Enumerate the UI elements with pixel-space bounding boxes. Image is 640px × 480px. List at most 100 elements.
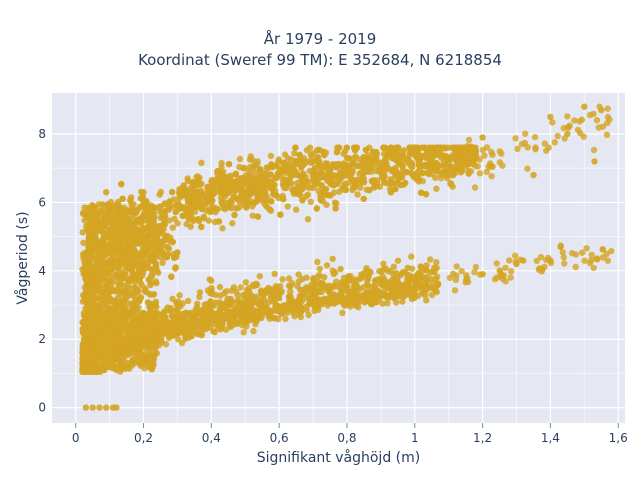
data-point	[411, 144, 418, 151]
data-point	[366, 157, 374, 165]
data-point	[270, 191, 277, 198]
data-point	[120, 230, 128, 237]
data-point	[294, 179, 301, 187]
data-point	[284, 167, 291, 174]
data-point	[159, 221, 167, 228]
data-point	[80, 319, 87, 327]
data-point	[123, 308, 130, 315]
data-point	[315, 146, 323, 153]
data-point	[406, 149, 414, 157]
data-point	[274, 170, 282, 177]
data-point	[376, 295, 383, 302]
data-point	[250, 169, 258, 176]
data-point	[132, 346, 139, 353]
data-point	[603, 131, 611, 138]
data-point	[561, 260, 568, 267]
data-point	[109, 265, 116, 273]
data-point	[468, 153, 475, 160]
data-point	[168, 273, 175, 280]
data-point	[557, 243, 564, 251]
data-point	[446, 274, 454, 282]
data-point	[313, 205, 320, 212]
data-point	[151, 210, 158, 217]
data-point	[83, 302, 91, 310]
data-point	[458, 165, 466, 173]
data-point	[196, 293, 203, 301]
data-point	[454, 158, 462, 166]
data-point	[384, 300, 391, 307]
data-point	[253, 293, 260, 300]
data-point	[242, 279, 249, 286]
data-point	[184, 206, 191, 213]
data-point	[99, 366, 107, 374]
data-points	[79, 103, 615, 411]
data-point	[522, 130, 529, 137]
data-point	[306, 184, 314, 191]
data-point	[307, 151, 314, 158]
data-point	[258, 309, 266, 316]
data-point	[422, 191, 430, 198]
data-point	[551, 139, 558, 146]
data-point	[95, 201, 103, 208]
data-point	[340, 165, 348, 172]
data-point	[251, 199, 258, 207]
data-point	[127, 260, 134, 267]
data-point	[479, 271, 486, 278]
data-point	[423, 262, 430, 269]
data-point	[198, 223, 205, 231]
data-point	[234, 311, 241, 318]
data-point	[174, 320, 181, 327]
data-point	[250, 327, 257, 335]
data-point	[599, 246, 606, 253]
data-point	[243, 287, 250, 294]
data-point	[84, 204, 92, 211]
data-point	[222, 326, 230, 333]
data-point	[312, 172, 320, 180]
data-point	[175, 336, 182, 343]
data-point	[129, 328, 136, 335]
data-point	[336, 170, 344, 177]
data-point	[397, 281, 405, 289]
data-point	[564, 113, 571, 120]
data-point	[431, 268, 438, 276]
data-point	[476, 170, 484, 177]
data-point	[353, 291, 360, 299]
data-point	[307, 198, 314, 205]
data-point	[98, 360, 106, 367]
data-point	[116, 301, 123, 309]
data-point	[159, 259, 166, 266]
data-point	[195, 311, 203, 318]
data-point	[141, 206, 149, 213]
data-point	[356, 170, 363, 177]
data-point	[82, 360, 90, 368]
data-point	[205, 197, 212, 205]
data-point	[129, 272, 137, 279]
data-point	[285, 275, 293, 282]
data-point	[106, 329, 113, 336]
data-point	[166, 217, 173, 224]
data-point	[238, 188, 246, 195]
data-point	[155, 269, 162, 276]
data-point	[458, 267, 465, 275]
data-point	[86, 222, 94, 229]
data-point	[135, 276, 142, 283]
data-point	[393, 169, 401, 176]
data-point	[85, 243, 92, 251]
data-point	[172, 326, 179, 333]
chart-title: År 1979 - 2019	[263, 30, 377, 48]
data-point	[296, 191, 303, 198]
data-point	[474, 163, 481, 170]
data-point	[532, 146, 539, 153]
data-point	[393, 299, 400, 306]
data-point	[240, 329, 247, 336]
data-point	[423, 297, 430, 304]
data-point	[483, 144, 491, 151]
data-point	[554, 132, 561, 140]
data-point	[111, 248, 118, 256]
data-point	[299, 275, 306, 283]
data-point	[506, 257, 513, 264]
data-point	[314, 258, 321, 266]
data-point	[198, 205, 205, 212]
data-point	[89, 363, 96, 370]
data-point	[106, 240, 114, 248]
